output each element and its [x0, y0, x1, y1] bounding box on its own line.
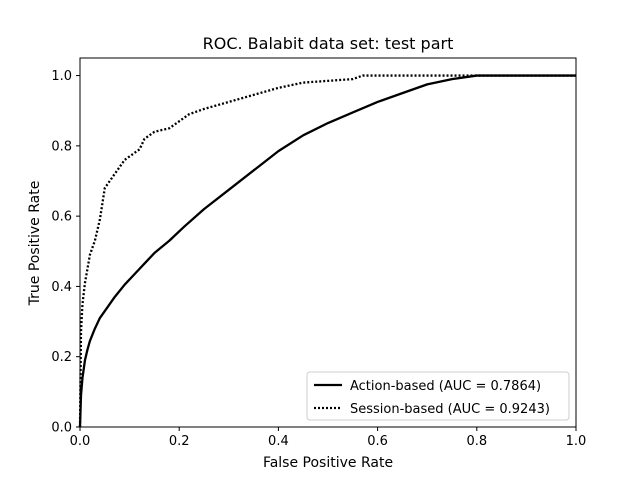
plot-frame [79, 57, 577, 428]
series-layer [78, 74, 576, 428]
y-tick-label: 1.0 [51, 69, 72, 84]
y-tick-label: 0.8 [51, 139, 72, 154]
legend-label-session-based: Session-based (AUC = 0.9243) [350, 402, 550, 417]
y-tick-label: 0.6 [51, 210, 72, 225]
chart-title: ROC. Balabit data set: test part [203, 34, 454, 53]
x-tick-label: 0.0 [70, 434, 91, 449]
y-tick-label: 0.2 [51, 350, 72, 365]
legend: Action-based (AUC = 0.7864) Session-base… [306, 371, 570, 421]
y-axis-label: True Positive Rate [27, 181, 43, 307]
series-line-action-based [78, 74, 576, 428]
x-tick-label: 0.6 [367, 434, 388, 449]
x-tick-label: 0.8 [466, 434, 487, 449]
legend-box [306, 371, 570, 421]
x-tick-label: 0.4 [268, 434, 289, 449]
legend-label-action-based: Action-based (AUC = 0.7864) [350, 379, 541, 394]
x-axis-ticks: 0.0 0.2 0.4 0.6 0.8 1.0 [70, 427, 587, 449]
y-tick-label: 0.0 [51, 421, 72, 436]
x-tick-label: 1.0 [566, 434, 587, 449]
y-axis-ticks: 0.0 0.2 0.4 0.6 0.8 1.0 [51, 69, 80, 436]
x-tick-label: 0.2 [169, 434, 190, 449]
y-tick-label: 0.4 [51, 280, 72, 295]
series-line-session-based [78, 74, 576, 428]
x-axis-label: False Positive Rate [263, 455, 393, 471]
